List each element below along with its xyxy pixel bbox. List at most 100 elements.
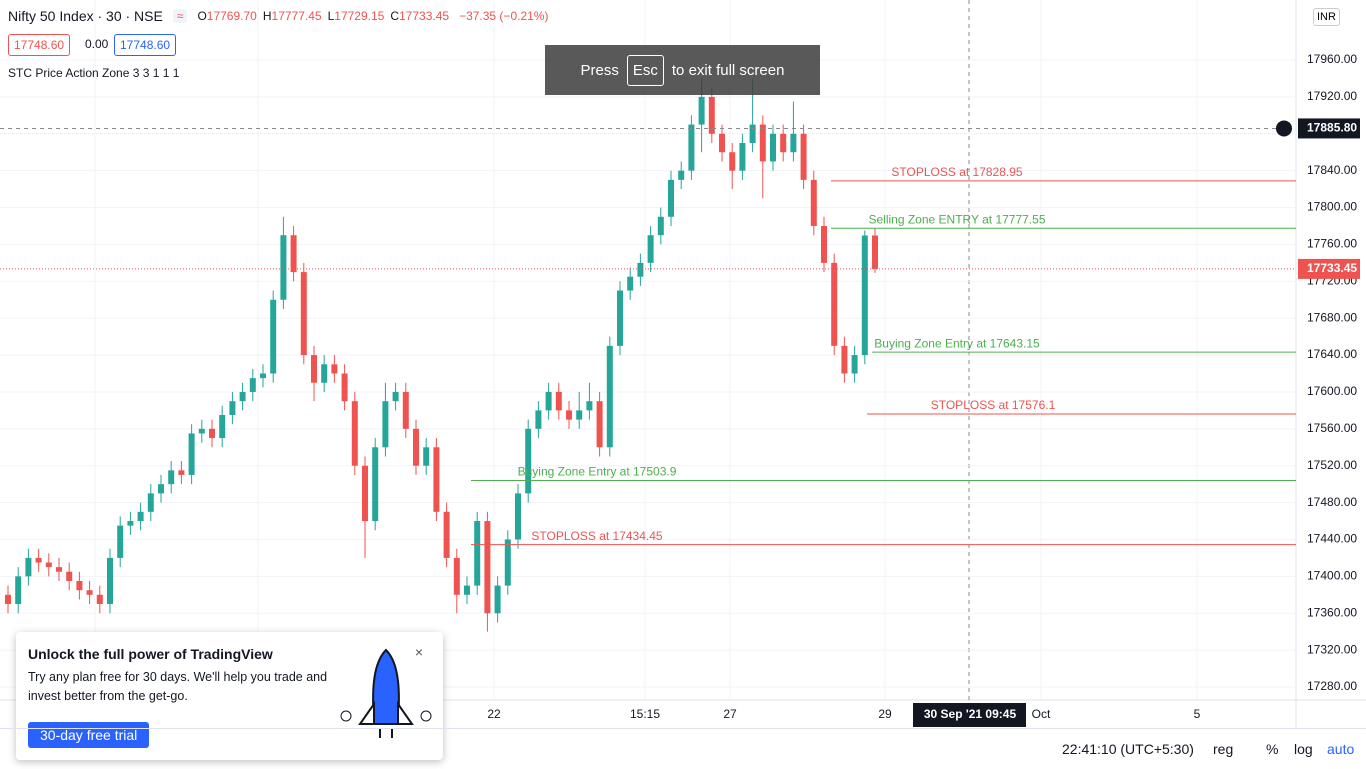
ohlc-value: 17729.15 [334,9,385,23]
x-tick-label: 30 Sep '21 09:45 [924,707,1017,721]
candle-body [15,576,22,605]
log[interactable]: log [1294,741,1313,757]
y-tick-label: 17360.00 [1307,605,1357,619]
plus-button[interactable] [1276,120,1292,137]
candle-body [239,391,246,402]
candle-body [178,470,185,475]
y-tick-label: 17960.00 [1307,52,1357,66]
candle-body [443,511,450,558]
candle-body [484,521,491,614]
candle-body [647,235,654,263]
candle-body [453,557,460,595]
candle-body [504,539,511,586]
level-label: STOPLOSS at 17576.1 [931,398,1056,412]
candle-body [790,133,797,153]
candle-body [586,401,593,411]
y-tick-label: 17480.00 [1307,495,1357,509]
candle-body [209,428,215,439]
ohlc-value: 17733.45 [399,9,450,23]
candle-body [35,557,42,563]
percent[interactable]: % [1266,741,1279,757]
y-tick-label: 17520.00 [1307,458,1357,472]
candle-body [362,465,368,522]
candle-body [392,391,399,402]
candle-body [107,557,113,605]
candle-body [76,580,83,591]
candle-body [861,235,868,356]
y-tick-label: 17760.00 [1307,237,1357,251]
x-tick-label: 29 [878,707,892,721]
indicator: STC Price Action Zone 3 3 1 1 1 [8,66,180,80]
candle-body [147,493,154,512]
candle-body [821,225,827,263]
candle-body [66,571,73,581]
y-tick-label: 17280.00 [1307,679,1357,693]
promo: Unlock the full power of TradingView Try… [16,632,443,760]
auto[interactable]: auto [1327,741,1355,757]
candle-body [168,470,175,485]
y-tick-label: 17840.00 [1307,163,1357,177]
text: to exit full screen [671,61,785,79]
key: Esc [626,54,664,86]
candle-body [372,447,379,522]
candle-body [311,355,317,383]
candle-body [474,521,481,586]
candle-body [698,96,705,125]
candle-body [351,401,358,466]
candle-body [688,124,695,171]
candle-body [464,585,470,595]
candle-body [413,428,419,466]
close[interactable]: × [414,644,424,660]
candle-body [270,299,277,374]
candle-body [525,428,532,494]
ohlc-key: O [197,9,207,23]
candle-body [188,433,195,475]
level-label: STOPLOSS at 17434.45 [531,529,663,543]
x-tick-label: 22 [487,707,501,721]
crosshair-time-box [913,703,1026,727]
candle-body [300,272,307,356]
buy-price[interactable]: 17748.60 [114,34,177,56]
candle-body [5,594,11,605]
trial-button[interactable]: 30-day free trial [28,722,150,748]
crosshair-price: 17885.80 [1307,121,1357,135]
y-tick-label: 17320.00 [1307,642,1357,656]
candle-body [872,235,878,269]
candle-body [627,276,634,291]
candle-body [841,345,848,374]
x-tick-label: 5 [1194,707,1201,721]
currency[interactable]: INR [1313,8,1340,26]
sell-price[interactable]: 17748.60 [8,34,71,56]
x-tick-label: 27 [723,707,737,721]
candle-body [249,378,256,392]
candle-body [402,391,409,429]
candle-body [137,511,144,522]
candle-body [433,447,440,512]
last-price: 17733.45 [1307,261,1357,275]
candle-body [719,133,725,153]
ohlc-key: L [327,9,335,23]
ohlc-key: H [262,9,272,23]
candle-body [657,216,664,236]
fullscreen-banner: Press Esc to exit full screen [545,45,820,95]
promo-body: Try any plan free for 30 days. We'll hel… [28,670,328,703]
y-tick-label: 17400.00 [1307,569,1357,583]
crosshair-price-box [1298,118,1360,139]
y-tick-label: 17920.00 [1307,89,1357,103]
candle-body [219,415,226,439]
candle-body [127,521,134,526]
ohlc-value: 17777.45 [271,9,322,23]
candle-body [566,410,572,420]
candle-body [739,143,746,171]
level-label: Selling Zone ENTRY at 17777.55 [868,212,1045,226]
symbol: Nifty 50 Index · 30 · NSE [8,8,163,24]
header: Nifty 50 Index · 30 · NSE ≈ O17769.70 H17… [8,8,548,24]
icon[interactable]: ≈ [172,9,188,23]
promo-title: Unlock the full power of TradingView [28,646,273,662]
candle-body [729,152,736,171]
candle-body [759,124,766,162]
ohlc: O17769.70 H17777.45 L17729.15 C17733.45 [197,9,455,23]
candle-body [96,594,103,605]
reg[interactable]: reg [1213,741,1234,757]
